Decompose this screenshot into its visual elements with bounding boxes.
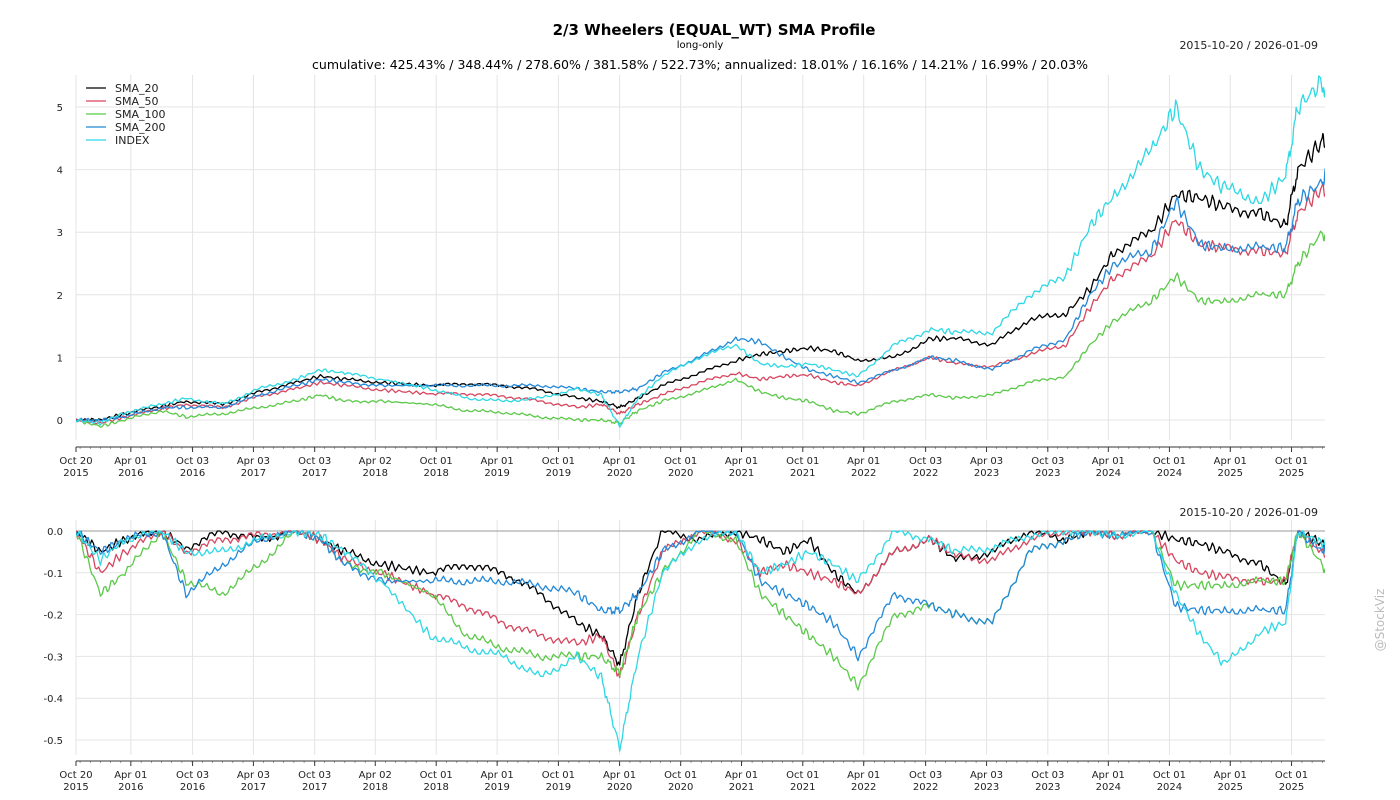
y-tick-label: -0.4: [43, 694, 63, 705]
x-tick-label: Oct 01 2020: [664, 456, 697, 479]
x-tick-label: Oct 01 2025: [1275, 456, 1308, 479]
series-line-sma-20: [76, 530, 1325, 666]
legend-label: INDEX: [115, 134, 150, 147]
legend-label: SMA_50: [115, 95, 159, 108]
x-tick-label: Apr 01 2024: [1092, 770, 1125, 793]
x-tick-label: Oct 03 2016: [176, 456, 209, 479]
series-line-sma-200: [76, 530, 1325, 662]
chart-subtitle: long-only: [677, 40, 724, 51]
top-date-range: 2015-10-20 / 2026-01-09: [1179, 39, 1318, 52]
x-tick-label: Oct 03 2023: [1031, 456, 1064, 479]
x-tick-label: Apr 01 2016: [114, 770, 147, 793]
y-tick-label: -0.3: [43, 652, 63, 663]
series-line-sma-50: [76, 181, 1325, 425]
series-line-index: [76, 530, 1325, 752]
x-tick-label: Oct 03 2017: [298, 456, 331, 479]
x-tick-label: Apr 01 2019: [481, 456, 514, 479]
x-tick-label: Oct 01 2021: [786, 456, 819, 479]
x-tick-label: Oct 01 2018: [420, 456, 453, 479]
series-line-index: [76, 75, 1325, 428]
x-tick-label: Apr 01 2025: [1214, 770, 1247, 793]
x-tick-label: Apr 01 2020: [603, 456, 636, 479]
series-line-sma-20: [76, 132, 1325, 423]
y-tick-label: -0.1: [43, 569, 63, 580]
legend-label: SMA_200: [115, 121, 166, 134]
x-tick-label: Oct 01 2024: [1153, 456, 1186, 479]
x-tick-label: Oct 03 2017: [298, 770, 331, 793]
x-tick-label: Apr 03 2017: [237, 770, 270, 793]
x-tick-label: Apr 01 2020: [603, 770, 636, 793]
x-tick-label: Oct 03 2016: [176, 770, 209, 793]
y-tick-label: 0.0: [47, 527, 63, 538]
chart-title: 2/3 Wheelers (EQUAL_WT) SMA Profile: [553, 21, 876, 39]
legend-label: SMA_100: [115, 108, 166, 121]
bottom-date-range: 2015-10-20 / 2026-01-09: [1179, 506, 1318, 519]
x-tick-label: Apr 01 2021: [725, 770, 758, 793]
x-tick-label: Oct 01 2024: [1153, 770, 1186, 793]
cumulative-returns-panel: Oct 20 2015 Apr 01 2016 Oct 03 2016 Apr 03 2017…: [57, 75, 1325, 479]
x-tick-label: Oct 01 2019: [542, 770, 575, 793]
x-tick-label: Oct 01 2020: [664, 770, 697, 793]
y-tick-label: 2: [57, 291, 63, 302]
chart-stats: cumulative: 425.43% / 348.44% / 278.60% …: [312, 57, 1088, 72]
x-tick-label: Oct 20 2015: [59, 770, 92, 793]
x-tick-label: Oct 03 2022: [909, 456, 942, 479]
series-line-sma-100: [76, 230, 1325, 428]
x-tick-label: Apr 01 2025: [1214, 456, 1247, 479]
x-tick-label: Apr 02 2018: [359, 456, 392, 479]
drawdown-panel: Oct 20 2015 Apr 01 2016 Oct 03 2016 Apr 03 2017…: [43, 520, 1325, 793]
x-tick-label: Apr 01 2016: [114, 456, 147, 479]
x-tick-label: Apr 01 2019: [481, 770, 514, 793]
x-tick-label: Apr 01 2022: [847, 456, 880, 479]
x-tick-label: Apr 03 2017: [237, 456, 270, 479]
y-tick-label: -0.2: [43, 611, 63, 622]
y-tick-label: -0.5: [43, 736, 63, 747]
watermark: @StockViz: [1373, 589, 1387, 652]
y-tick-label: 0: [57, 416, 63, 427]
x-tick-label: Apr 01 2021: [725, 456, 758, 479]
series-line-sma-100: [76, 530, 1325, 691]
series-line-sma-50: [76, 530, 1325, 679]
y-tick-label: 3: [57, 228, 63, 239]
x-tick-label: Oct 01 2019: [542, 456, 575, 479]
y-tick-label: 1: [57, 353, 63, 364]
x-tick-label: Oct 01 2025: [1275, 770, 1308, 793]
x-tick-label: Apr 03 2023: [970, 456, 1003, 479]
x-tick-label: Oct 03 2023: [1031, 770, 1064, 793]
x-tick-label: Apr 01 2022: [847, 770, 880, 793]
x-tick-label: Apr 02 2018: [359, 770, 392, 793]
x-tick-label: Apr 03 2023: [970, 770, 1003, 793]
x-tick-label: Apr 01 2024: [1092, 456, 1125, 479]
x-tick-label: Oct 01 2021: [786, 770, 819, 793]
series-line-sma-200: [76, 167, 1325, 423]
x-tick-label: Oct 03 2022: [909, 770, 942, 793]
y-tick-label: 5: [57, 103, 63, 114]
x-tick-label: Oct 20 2015: [59, 456, 92, 479]
legend-label: SMA_20: [115, 82, 159, 95]
y-tick-label: 4: [57, 166, 63, 177]
x-tick-label: Oct 01 2018: [420, 770, 453, 793]
